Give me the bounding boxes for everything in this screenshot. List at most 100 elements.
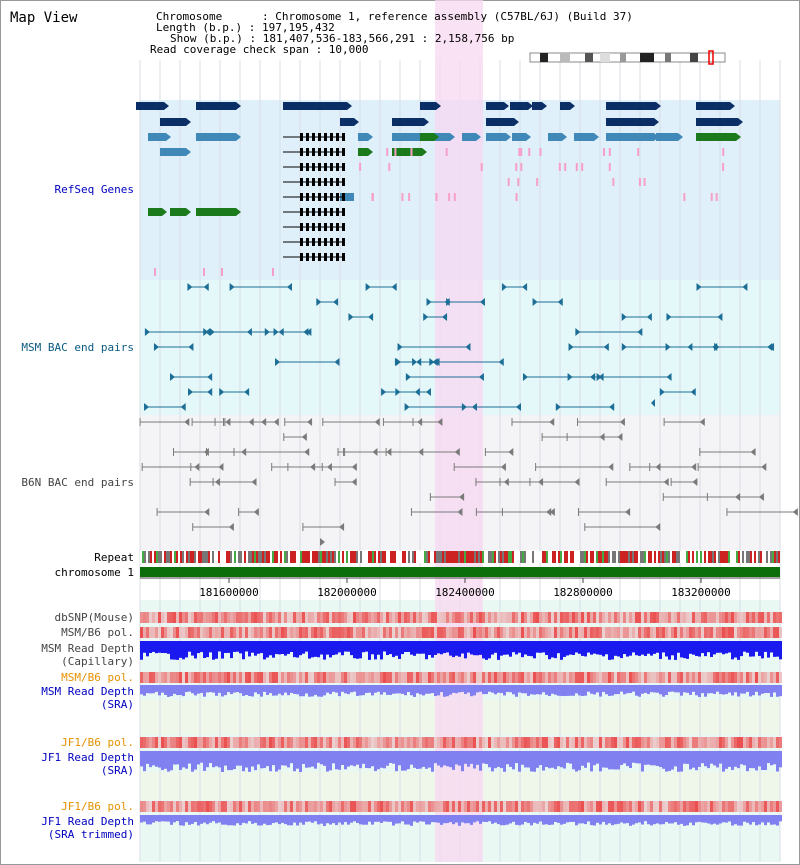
track-label-msm-pol[interactable]: MSM/B6 pol. — [61, 626, 134, 639]
heat-cell — [515, 737, 518, 748]
heat-cell — [566, 672, 569, 683]
repeat-element — [734, 551, 736, 563]
heat-cell — [422, 672, 425, 683]
track-label-dbsnp[interactable]: dbSNP(Mouse) — [54, 611, 134, 624]
heat-cell — [152, 801, 155, 812]
depth-bar — [521, 685, 524, 694]
depth-bar — [602, 685, 605, 692]
depth-bar — [647, 641, 650, 654]
pseudo-feature — [518, 148, 521, 156]
b6n-end — [251, 478, 257, 486]
heat-cell — [707, 801, 710, 812]
track-label-b6n-bac[interactable]: B6N BAC end pairs — [21, 476, 134, 489]
track-label-jf1-depth[interactable]: JF1 Read Depth — [41, 751, 134, 764]
gene-exon — [336, 163, 339, 171]
heat-cell — [365, 737, 368, 748]
heat-cell — [197, 612, 200, 623]
depth-bar — [176, 641, 179, 660]
depth-bar — [638, 685, 641, 697]
depth-bar — [410, 815, 413, 826]
heat-cell — [437, 627, 440, 638]
heat-cell — [779, 737, 782, 748]
track-label-jf1-pol-2[interactable]: JF1/B6 pol. — [61, 800, 134, 813]
depth-bar — [449, 751, 452, 768]
heat-cell — [296, 612, 299, 623]
heat-cell — [290, 672, 293, 683]
heat-cell — [713, 672, 716, 683]
heat-cell — [191, 737, 194, 748]
track-label-repeat[interactable]: Repeat — [94, 551, 134, 564]
bac-end — [714, 343, 720, 351]
repeat-element — [332, 551, 334, 563]
depth-bar — [179, 751, 182, 770]
repeat-element — [658, 551, 660, 563]
heat-cell — [410, 737, 413, 748]
depth-bar — [281, 815, 284, 823]
track-label-refseq[interactable]: RefSeq Genes — [54, 183, 134, 196]
repeat-element — [640, 551, 642, 563]
depth-bar — [143, 641, 146, 653]
highlight-region — [435, 0, 483, 862]
gene-arrow — [738, 118, 743, 126]
depth-bar — [701, 685, 704, 694]
repeat-element — [168, 551, 170, 563]
b6n-end — [792, 508, 798, 516]
track-label-msm-depth-sra[interactable]: MSM Read Depth — [41, 685, 134, 698]
depth-bar — [464, 685, 467, 695]
pseudo-feature — [722, 148, 725, 156]
track-label-jf1-depth-trimmed[interactable]: JF1 Read Depth — [41, 815, 134, 828]
repeat-element — [484, 551, 486, 563]
bac-end — [423, 313, 429, 321]
track-label-msm-depth-capillary[interactable]: MSM Read Depth — [41, 642, 134, 655]
depth-bar — [716, 641, 719, 653]
depth-bar — [524, 641, 527, 655]
depth-bar — [599, 815, 602, 825]
depth-bar — [491, 685, 494, 693]
depth-bar — [161, 685, 164, 693]
heat-cell — [512, 801, 515, 812]
heat-cell — [599, 612, 602, 623]
track-label-msm-bac[interactable]: MSM BAC end pairs — [21, 341, 134, 354]
repeat-element — [770, 551, 772, 563]
heat-cell — [158, 627, 161, 638]
repeat-element — [276, 551, 278, 563]
gene-arrow — [562, 133, 567, 141]
depth-bar — [410, 751, 413, 765]
bac-end — [532, 298, 538, 306]
heat-cell — [296, 627, 299, 638]
heat-cell — [629, 627, 632, 638]
heat-cell — [305, 627, 308, 638]
depth-bar — [581, 685, 584, 697]
depth-bar — [437, 815, 440, 823]
track-label-jf1-pol[interactable]: JF1/B6 pol. — [61, 736, 134, 749]
repeat-element — [458, 551, 460, 563]
heat-cell — [341, 627, 344, 638]
pseudo-feature — [536, 178, 539, 186]
depth-bar — [305, 685, 308, 694]
depth-bar — [416, 815, 419, 823]
pseudo-feature — [539, 148, 542, 156]
bac-end — [522, 283, 528, 291]
repeat-element — [514, 551, 516, 563]
depth-bar — [302, 685, 305, 697]
heat-cell — [368, 801, 371, 812]
repeat-element — [556, 551, 558, 563]
depth-bar — [251, 751, 254, 767]
depth-bar — [479, 685, 482, 692]
depth-bar — [215, 815, 218, 824]
heat-cell — [554, 612, 557, 623]
heat-cell — [146, 737, 149, 748]
repeat-element — [378, 551, 380, 563]
depth-bar — [332, 685, 335, 692]
repeat-element — [364, 551, 366, 563]
bac-end — [609, 403, 615, 411]
heat-cell — [233, 612, 236, 623]
heat-cell — [428, 737, 431, 748]
depth-bar — [707, 751, 710, 769]
repeat-element — [654, 551, 656, 563]
track-label-msm-pol-2[interactable]: MSM/B6 pol. — [61, 671, 134, 684]
depth-bar — [425, 815, 428, 825]
heat-cell — [599, 801, 602, 812]
depth-bar — [188, 685, 191, 692]
